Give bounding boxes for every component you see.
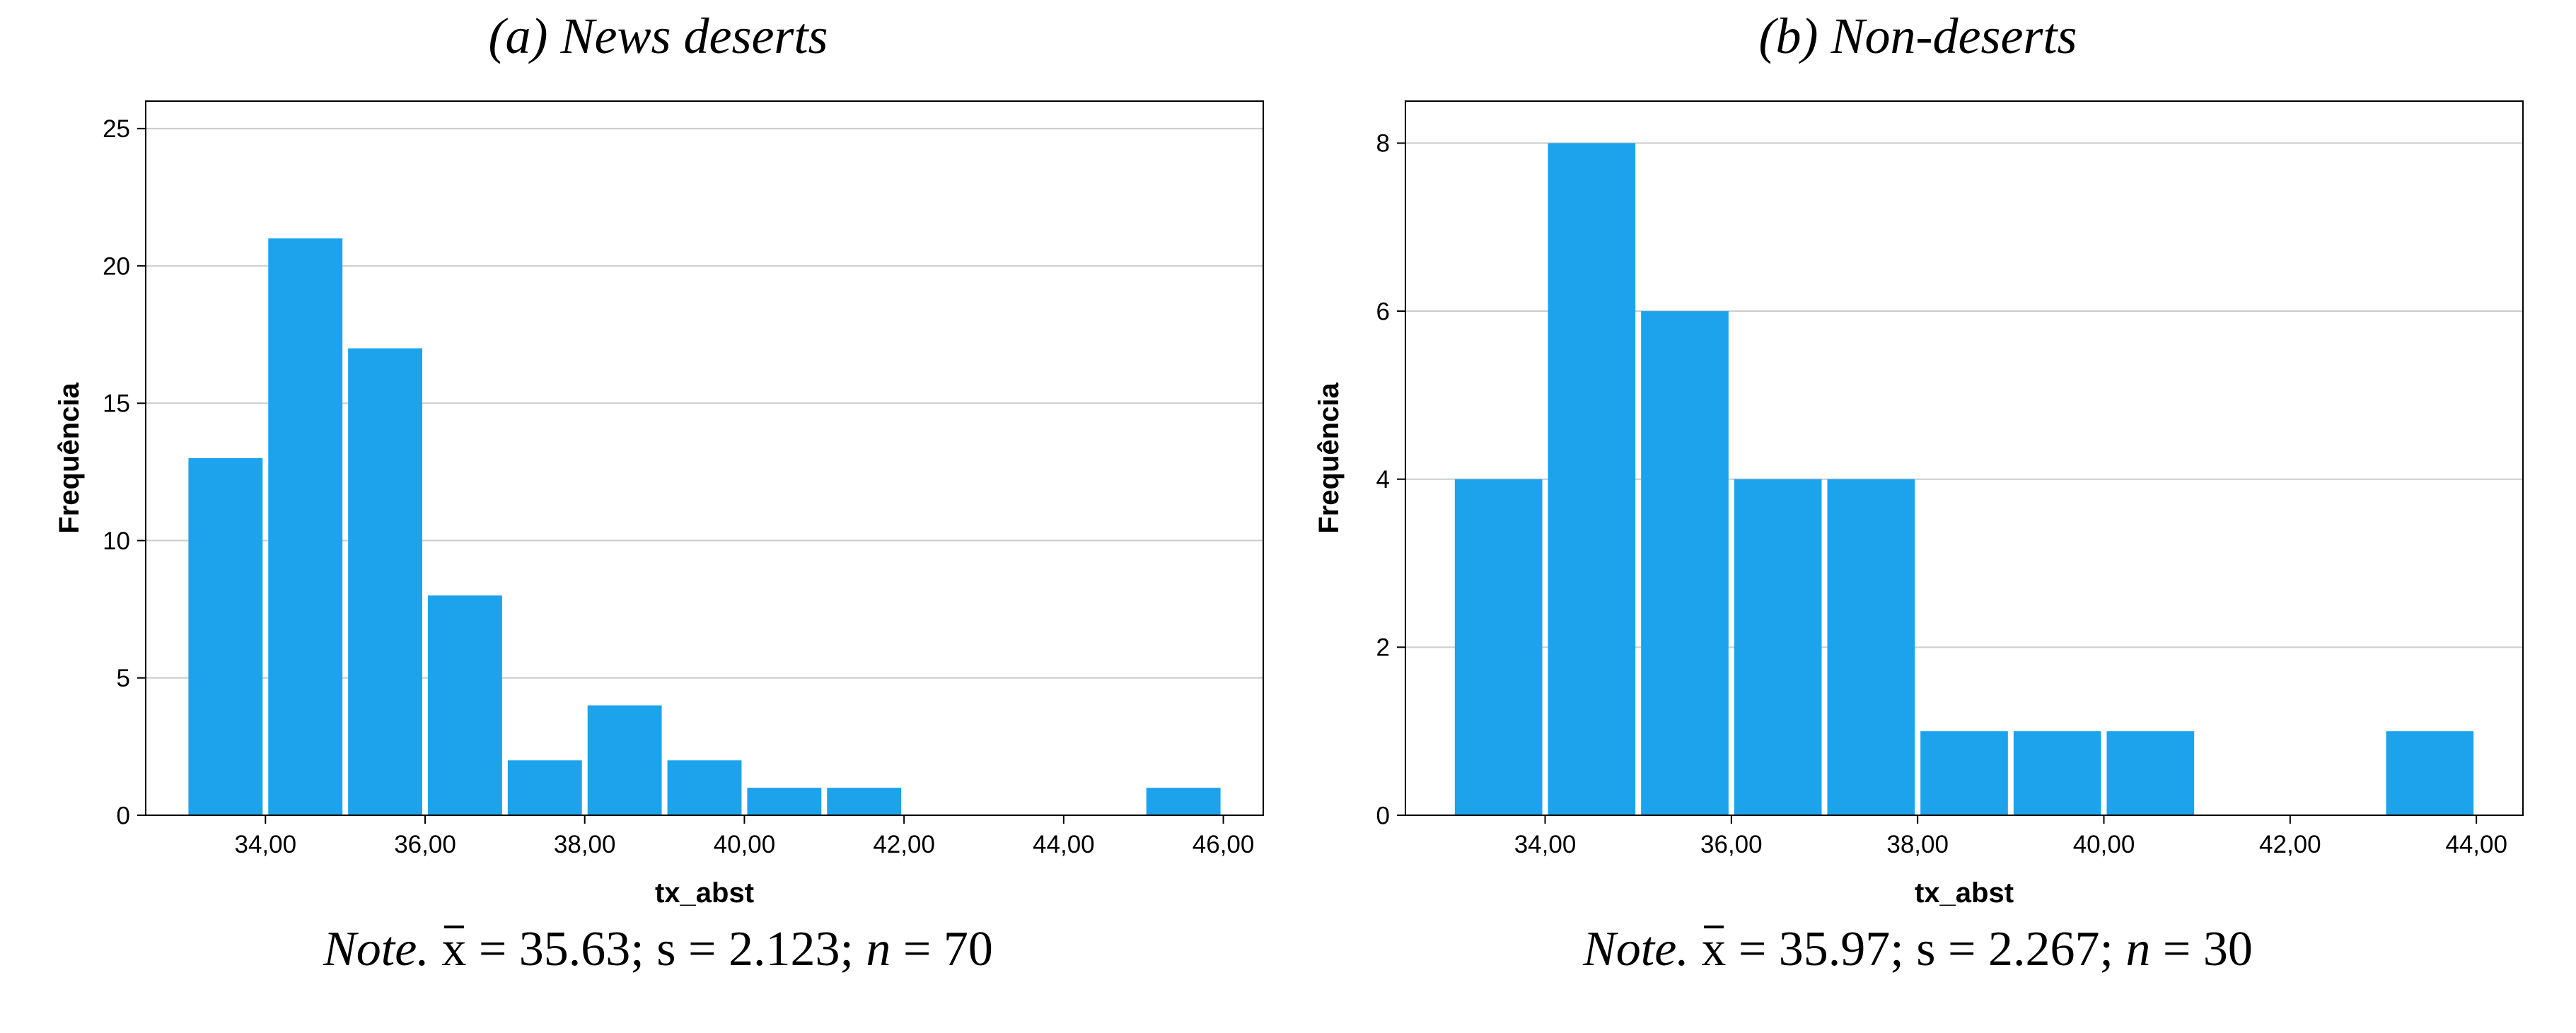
xlabel-b: tx_abst (1914, 877, 2013, 907)
note-nlabel-a: n (866, 922, 890, 976)
histogram-bar-b (1734, 479, 1821, 815)
panel-b: (b) Non-deserts 0 2 4 6 8 34,00 36,00 38,00 40,0… (1288, 0, 2548, 1033)
xtick-label-a: 42,00 (873, 831, 935, 858)
histogram-bar-a (188, 458, 262, 815)
histogram-bar-a (827, 788, 901, 815)
panel-a-title: (a) News deserts (489, 7, 828, 66)
panel-a: (a) News deserts 0 5 10 15 20 25 34,00 36,00 38,… (28, 0, 1288, 1033)
note-sep1-b: ; s = (1890, 922, 1988, 976)
ytick-label-a: 0 (116, 802, 129, 829)
ytick-label-b: 4 (1376, 466, 1389, 494)
panel-a-note: Note. x = 35.63; s = 2.123; n = 70 (323, 921, 993, 978)
histogram-bar-a (348, 349, 422, 815)
ylabel-b: Frequência (1313, 383, 1345, 534)
chart-b-svg: 0 2 4 6 8 34,00 36,00 38,00 40,00 42,00 44,00 Frequ… (1299, 73, 2537, 907)
ytick-label-b: 2 (1376, 634, 1389, 662)
note-xbar-a: x = (441, 922, 518, 976)
xtick-label-b: 40,00 (2072, 831, 2135, 858)
histogram-bar-b (1920, 731, 2008, 815)
chart-b-wrap: 0 2 4 6 8 34,00 36,00 38,00 40,00 42,00 44,00 Frequ… (1299, 73, 2537, 907)
note-sd-a: 2.123 (729, 922, 840, 976)
xtick-label-b: 38,00 (1886, 831, 1949, 858)
note-xbar-b: x = (1701, 922, 1778, 976)
xtick-label-a: 38,00 (553, 831, 615, 858)
chart-a-svg: 0 5 10 15 20 25 34,00 36,00 38,00 40,00 42,00 44,00… (40, 73, 1277, 907)
note-prefix-a: Note. (323, 922, 429, 976)
note-nlabel-b: n (2125, 922, 2150, 976)
note-sep1-a: ; s = (630, 922, 729, 976)
panel-b-note: Note. x = 35.97; s = 2.267; n = 30 (1583, 921, 2253, 978)
xtick-label-a: 34,00 (234, 831, 296, 858)
ytick-label-b: 0 (1376, 802, 1389, 829)
histogram-bar-a (1146, 788, 1220, 815)
xtick-label-a: 36,00 (394, 831, 456, 858)
note-prefix-b: Note. (1583, 922, 1689, 976)
note-eq-b: = (2150, 922, 2203, 976)
note-sd-b: 2.267 (1988, 922, 2100, 976)
histogram-bar-a (507, 760, 581, 815)
chart-a-wrap: 0 5 10 15 20 25 34,00 36,00 38,00 40,00 42,00 44,00… (40, 73, 1277, 907)
ytick-label-b: 8 (1376, 130, 1389, 158)
histogram-bar-b (2013, 731, 2101, 815)
note-sep2-a: ; (840, 922, 866, 976)
ytick-label-a: 5 (116, 665, 129, 692)
note-mean-a: 35.63 (519, 922, 631, 976)
histogram-bar-b (1454, 479, 1542, 815)
xtick-label-a: 40,00 (713, 831, 775, 858)
histogram-bar-b (1827, 479, 1915, 815)
xtick-label-b: 42,00 (2259, 831, 2321, 858)
histogram-bar-b (2386, 731, 2473, 815)
note-n-b: 30 (2203, 922, 2253, 976)
histogram-bar-b (2106, 731, 2194, 815)
xtick-label-b: 34,00 (1514, 831, 1576, 858)
xlabel-a: tx_abst (654, 877, 753, 907)
histogram-bar-a (587, 706, 661, 815)
page: (a) News deserts 051015202534,0036,0038,… (0, 0, 2576, 1033)
panel-b-title: (b) Non-deserts (1759, 7, 2077, 66)
histogram-bar-b (1641, 311, 1729, 815)
note-eq-a: = (890, 922, 943, 976)
xtick-label-a: 44,00 (1033, 831, 1095, 858)
ytick-label-a: 15 (103, 390, 130, 418)
xtick-label-b: 44,00 (2445, 831, 2507, 858)
xtick-label-b: 36,00 (1700, 831, 1763, 858)
histogram-bar-a (268, 238, 342, 815)
histogram-bar-a (428, 595, 502, 815)
ytick-label-a: 10 (103, 527, 130, 555)
note-n-a: 70 (944, 922, 993, 976)
ytick-label-a: 25 (103, 115, 130, 143)
ytick-label-a: 20 (103, 252, 130, 280)
histogram-bar-a (747, 788, 821, 815)
ylabel-a: Frequência (54, 383, 85, 534)
histogram-bar-a (667, 760, 741, 815)
note-mean-b: 35.97 (1779, 922, 1891, 976)
xtick-label-a: 46,00 (1192, 831, 1254, 858)
ytick-label-b: 6 (1376, 298, 1389, 325)
histogram-bar-b (1548, 143, 1635, 815)
note-sep2-b: ; (2099, 922, 2125, 976)
